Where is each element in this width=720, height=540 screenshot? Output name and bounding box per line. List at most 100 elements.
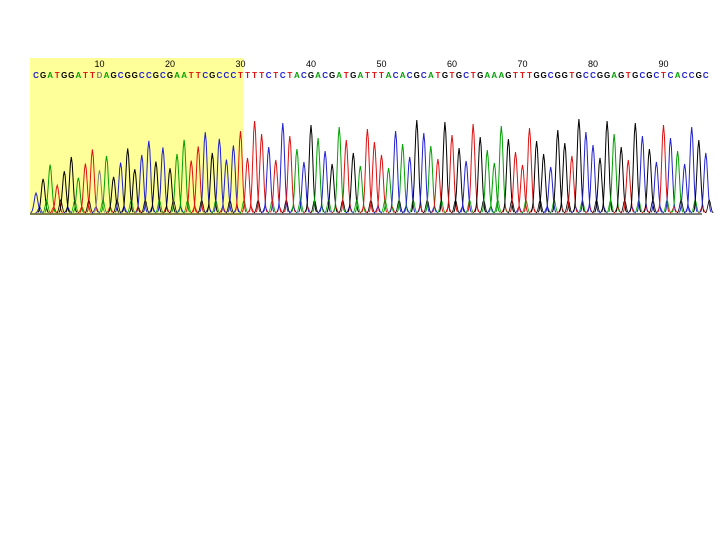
base-call: C <box>407 71 413 80</box>
peak <box>298 161 310 213</box>
base-call: T <box>513 71 518 80</box>
base-call: G <box>576 71 582 80</box>
minor-peak <box>317 206 326 214</box>
base-call: C <box>393 71 399 80</box>
base-call: G <box>68 71 74 80</box>
position-label: 60 <box>447 59 457 69</box>
base-call: T <box>252 71 257 80</box>
peak <box>326 163 338 213</box>
minor-peak <box>698 206 707 214</box>
peak <box>30 191 42 214</box>
minor-peak <box>683 206 693 214</box>
minor-peak <box>655 206 665 214</box>
minor-peak <box>359 206 368 214</box>
base-call: G <box>477 71 483 80</box>
peak <box>432 158 444 213</box>
base-call: T <box>626 71 631 80</box>
base-call: C <box>33 71 39 80</box>
base-call: G <box>632 71 638 80</box>
peak <box>107 176 120 213</box>
base-call: A <box>181 71 187 80</box>
minor-peak <box>585 206 594 214</box>
base-call: A <box>47 71 53 80</box>
minor-peak <box>303 206 312 214</box>
base-call: G <box>414 71 420 80</box>
position-label: 30 <box>235 59 245 69</box>
peak <box>241 157 254 213</box>
base-call: C <box>202 71 208 80</box>
base-call: A <box>336 71 342 80</box>
base-call: T <box>569 71 574 80</box>
base-call: T <box>344 71 349 80</box>
base-call: G <box>562 71 568 80</box>
base-call: G <box>618 71 624 80</box>
minor-peak <box>56 198 65 214</box>
base-call: C <box>139 71 145 80</box>
minor-peak <box>705 198 714 214</box>
base-call: A <box>484 71 490 80</box>
base-call: A <box>294 71 300 80</box>
base-call: G <box>533 71 539 80</box>
position-label: 40 <box>306 59 316 69</box>
base-call: C <box>231 71 237 80</box>
base-call: A <box>675 71 681 80</box>
base-call: G <box>696 71 702 80</box>
peak <box>51 183 63 214</box>
base-call: T <box>661 71 666 80</box>
trace-peaks <box>30 118 714 214</box>
base-call: T <box>365 71 370 80</box>
peak <box>566 155 578 213</box>
base-call: C <box>463 71 469 80</box>
base-call: T <box>273 71 278 80</box>
minor-peak <box>324 198 333 214</box>
minor-peak <box>641 206 651 214</box>
labels: 10 20 30 40 50 60 70 80 90C G A T G G A T T D A G C G G C C G C G A A… <box>33 59 709 80</box>
base-call: G <box>646 71 652 80</box>
minor-peak <box>352 198 362 214</box>
base-call: A <box>104 71 110 80</box>
base-call: G <box>153 71 159 80</box>
base-call: A <box>491 71 497 80</box>
minor-peak <box>275 206 284 214</box>
base-call: G <box>40 71 46 80</box>
base-call: C <box>322 71 328 80</box>
base-call: G <box>132 71 138 80</box>
base-call: T <box>90 71 95 80</box>
base-call: T <box>55 71 60 80</box>
peak <box>622 159 635 213</box>
minor-peak <box>260 206 270 214</box>
base-call: A <box>75 71 81 80</box>
peak <box>699 152 712 213</box>
base-call: G <box>456 71 462 80</box>
base-call: C <box>280 71 286 80</box>
base-call: G <box>110 71 116 80</box>
base-call: G <box>61 71 67 80</box>
minor-peak <box>472 206 481 214</box>
minor-peak <box>500 206 509 214</box>
peak <box>403 156 416 213</box>
base-call: G <box>442 71 448 80</box>
minor-peak <box>557 206 566 214</box>
minor-peak <box>70 198 80 214</box>
base-call: T <box>287 71 292 80</box>
base-call: T <box>372 71 377 80</box>
minor-peak <box>571 206 580 214</box>
minor-peak <box>296 198 305 214</box>
base-call: C <box>639 71 645 80</box>
peak <box>516 164 529 213</box>
peak <box>650 161 663 213</box>
base-call: G <box>350 71 356 80</box>
base-call: T <box>471 71 476 80</box>
base-call: T <box>520 71 525 80</box>
position-label: 70 <box>517 59 527 69</box>
minor-peak <box>183 198 192 214</box>
base-call: G <box>505 71 511 80</box>
peak <box>164 168 176 213</box>
minor-peak <box>232 206 242 214</box>
minor-peak <box>387 206 397 214</box>
base-call: A <box>357 71 363 80</box>
base-call: A <box>400 71 406 80</box>
base-call: C <box>548 71 554 80</box>
base-call: G <box>125 71 131 80</box>
